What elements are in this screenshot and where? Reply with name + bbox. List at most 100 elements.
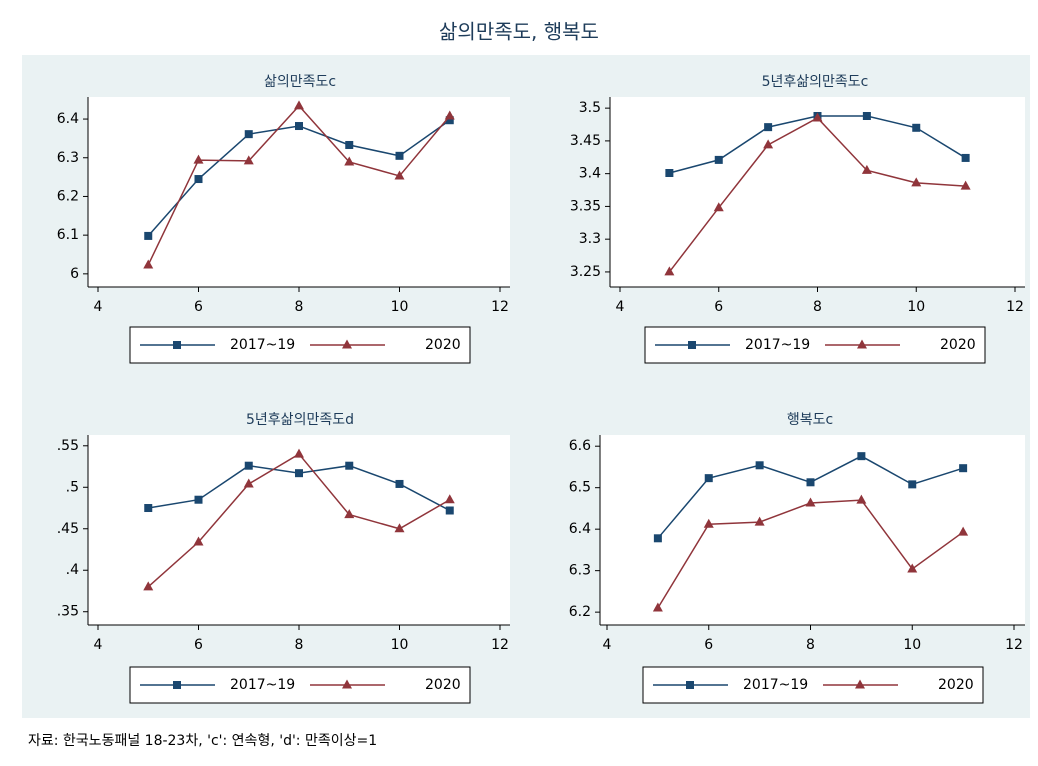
point: [664, 266, 675, 276]
legend-label: 2020: [938, 677, 974, 693]
point: [243, 155, 254, 165]
legend-label: 2020: [940, 337, 976, 353]
x-tick-label: 10: [907, 299, 925, 315]
point: [144, 231, 153, 240]
legend-label: 2017~19: [743, 677, 808, 693]
point: [959, 464, 968, 473]
point: [143, 581, 154, 591]
point: [653, 534, 662, 543]
panel-title: 행복도c: [787, 412, 833, 428]
y-tick-label: 6.4: [569, 521, 591, 537]
x-tick-label: 6: [194, 637, 203, 653]
y-tick-label: .45: [57, 521, 79, 537]
point: [713, 202, 724, 212]
legend-label: 2020: [425, 337, 461, 353]
legend-label: 2017~19: [745, 337, 810, 353]
point: [444, 494, 455, 504]
x-tick-label: 8: [813, 299, 822, 315]
x-tick-label: 4: [94, 637, 103, 653]
y-tick-label: 6.2: [57, 188, 79, 204]
y-tick-label: .35: [57, 604, 79, 620]
point: [857, 452, 866, 461]
y-tick-label: 6.2: [569, 604, 591, 620]
plot-area: [88, 435, 510, 625]
point: [665, 169, 674, 177]
point: [194, 495, 203, 504]
y-tick-label: 3.5: [579, 100, 601, 116]
point: [143, 259, 154, 269]
legend-label: 2017~19: [230, 677, 295, 693]
legend-marker: [688, 341, 696, 349]
point: [911, 177, 922, 187]
point: [345, 140, 354, 149]
point: [652, 602, 663, 612]
point: [294, 448, 304, 458]
point: [754, 516, 765, 526]
panel-title: 5년후삶의만족도c: [762, 74, 869, 90]
x-tick-label: 10: [391, 637, 409, 653]
y-tick-label: 6.5: [569, 480, 591, 496]
legend-marker: [173, 681, 181, 689]
point: [961, 153, 970, 162]
x-tick-label: 6: [194, 299, 203, 315]
point: [193, 154, 204, 164]
x-tick-label: 4: [603, 637, 612, 653]
point: [193, 536, 204, 546]
legend-label: 2020: [425, 677, 461, 693]
point: [908, 480, 917, 489]
y-tick-label: 3.45: [570, 133, 601, 149]
x-tick-label: 6: [704, 637, 713, 653]
point: [958, 526, 969, 536]
point: [345, 461, 354, 470]
x-tick-label: 6: [714, 299, 723, 315]
y-tick-label: .5: [66, 479, 79, 495]
x-tick-label: 4: [616, 299, 625, 315]
y-tick-label: 3.35: [570, 198, 601, 214]
point: [344, 509, 355, 519]
point: [861, 164, 872, 174]
y-tick-label: 6.1: [57, 227, 79, 243]
x-tick-label: 12: [491, 637, 509, 653]
point: [806, 478, 815, 487]
y-tick-label: .4: [66, 562, 79, 578]
plot-area: [610, 97, 1025, 287]
point: [862, 112, 871, 120]
point: [445, 506, 454, 515]
y-tick-label: 6.4: [57, 111, 79, 127]
legend-marker: [342, 679, 352, 689]
x-tick-label: 12: [1006, 299, 1024, 315]
point: [960, 180, 971, 190]
y-tick-label: 6.3: [569, 563, 591, 579]
point: [445, 116, 454, 125]
legend-marker: [173, 341, 181, 349]
point: [395, 151, 404, 160]
point: [294, 100, 304, 110]
point: [144, 504, 153, 513]
point: [755, 461, 764, 470]
x-tick-label: 4: [94, 299, 103, 315]
point: [704, 474, 713, 483]
point: [295, 469, 303, 478]
point: [394, 523, 405, 533]
y-tick-label: 3.3: [579, 231, 601, 247]
point: [295, 122, 303, 131]
x-tick-label: 10: [903, 637, 921, 653]
x-tick-label: 12: [491, 299, 509, 315]
panel-title: 삶의만족도c: [264, 74, 336, 90]
x-tick-label: 10: [391, 299, 409, 315]
y-tick-label: 6: [70, 266, 79, 282]
x-tick-label: 8: [295, 299, 304, 315]
point: [394, 170, 405, 180]
point: [444, 110, 455, 120]
plot-area: [600, 435, 1025, 625]
panel-title: 5년후삶의만족도d: [246, 412, 354, 428]
y-tick-label: 3.4: [579, 166, 601, 182]
point: [907, 563, 918, 573]
legend-marker: [857, 339, 867, 349]
point: [812, 112, 823, 122]
legend-marker: [342, 339, 352, 349]
x-tick-label: 12: [1005, 637, 1023, 653]
main-title: 삶의만족도, 행복도: [439, 20, 599, 44]
note: 자료: 한국노동패널 18-23차, 'c': 연속형, 'd': 만족이상=1: [28, 733, 377, 749]
